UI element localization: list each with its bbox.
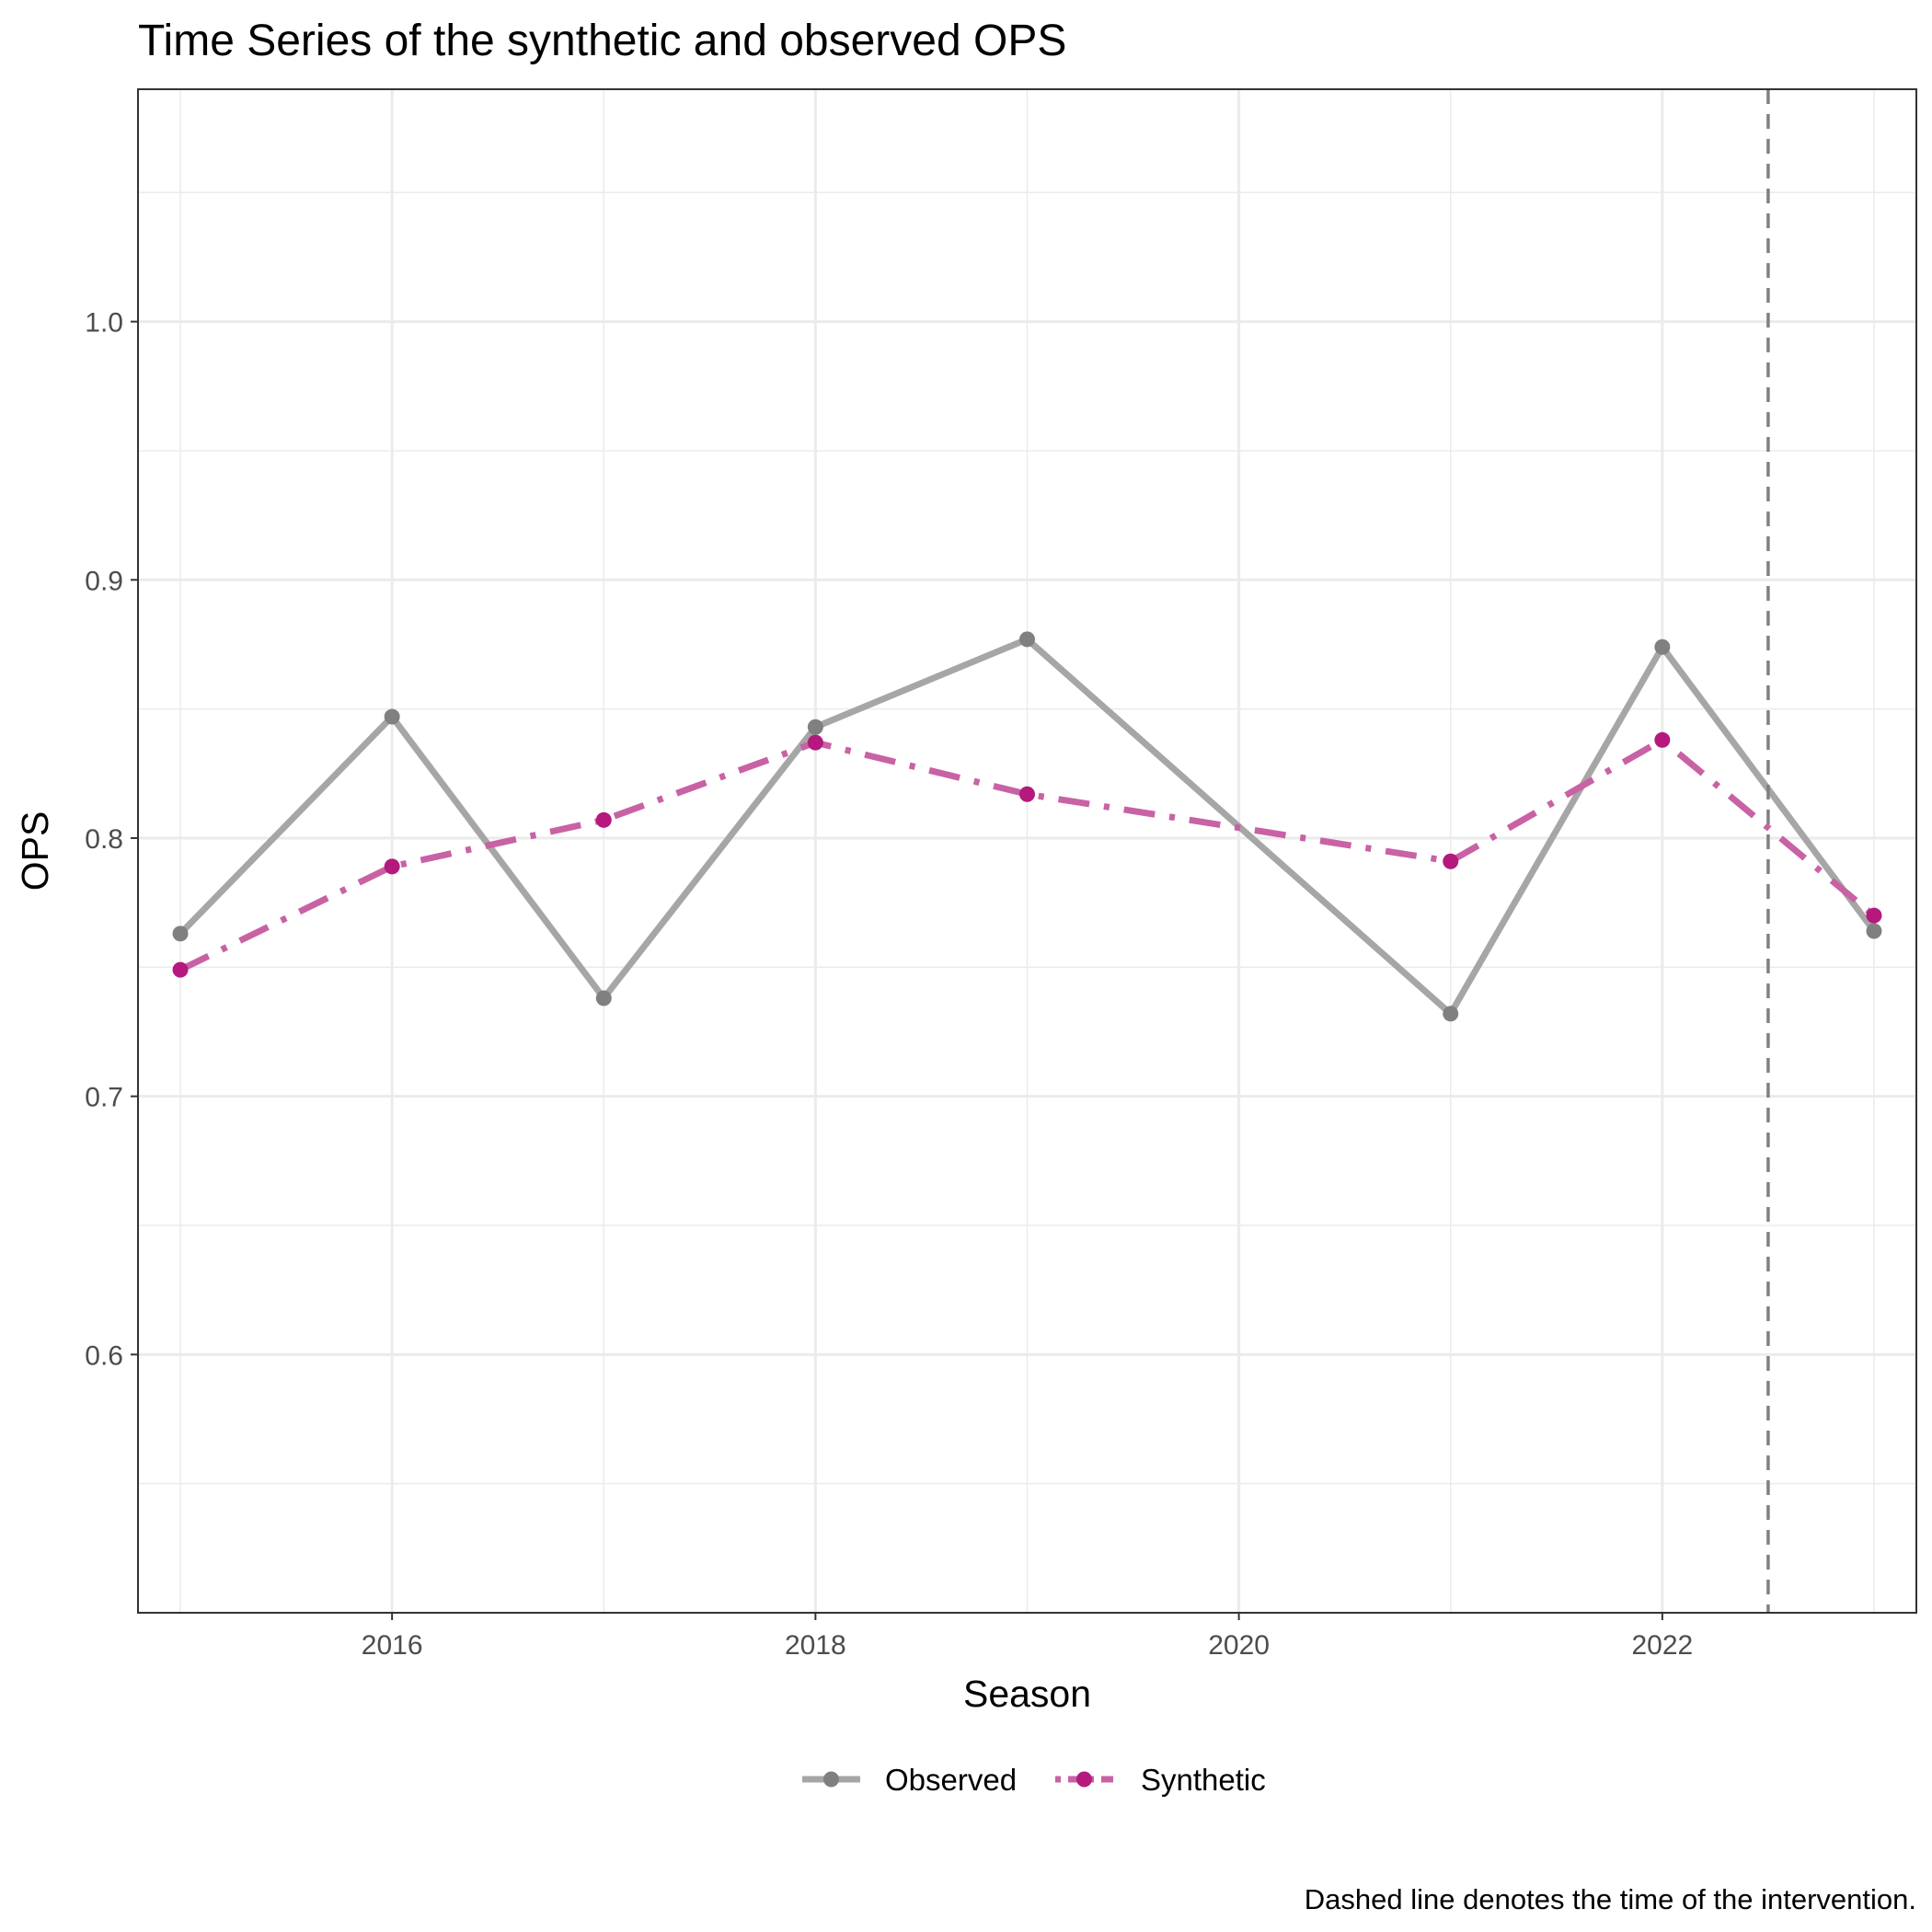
data-point-synthetic [1654, 731, 1671, 748]
data-point-observed [384, 708, 400, 725]
data-point-synthetic [807, 734, 823, 751]
panel-border [137, 88, 1917, 1614]
plot-panel [137, 88, 1917, 1614]
data-point-synthetic [595, 811, 612, 828]
y-tick-label: 0.8 [85, 824, 123, 855]
x-axis: 2016 2018 2020 2022 [362, 1613, 1693, 1661]
x-tick-label: 2016 [362, 1630, 423, 1661]
data-point-synthetic [1019, 786, 1035, 802]
x-tick-label: 2022 [1631, 1630, 1693, 1661]
legend-label-synthetic: Synthetic [1141, 1763, 1266, 1797]
legend-item-synthetic: Synthetic [1055, 1763, 1266, 1797]
series-line-observed [178, 636, 1877, 1018]
y-tick-label: 0.6 [85, 1340, 123, 1371]
data-point-observed [1654, 638, 1671, 655]
data-point-synthetic [1866, 907, 1882, 924]
chart-caption: Dashed line denotes the time of the inte… [1305, 1883, 1916, 1915]
data-point-observed [172, 926, 189, 942]
data-point-observed [807, 719, 823, 735]
legend-item-observed: Observed [802, 1763, 1017, 1797]
data-point-synthetic [172, 961, 189, 978]
x-tick-label: 2020 [1208, 1630, 1270, 1661]
major-gridlines [138, 89, 1916, 1613]
x-axis-title: Season [963, 1673, 1091, 1715]
data-point-observed [1866, 923, 1882, 939]
legend: Observed Synthetic [802, 1763, 1266, 1797]
y-axis: 0.6 0.7 0.8 0.9 1.0 [85, 308, 138, 1371]
legend-point-synthetic [1076, 1771, 1092, 1788]
legend-point-observed [823, 1771, 839, 1788]
data-point-synthetic [1443, 853, 1459, 869]
minor-gridlines [138, 89, 1916, 1613]
data-point-observed [1443, 1006, 1459, 1022]
y-tick-label: 0.9 [85, 566, 123, 596]
chart-title: Time Series of the synthetic and observe… [138, 17, 1066, 65]
data-point-synthetic [384, 858, 400, 875]
y-axis-title: OPS [14, 811, 56, 891]
series-layer [172, 631, 1882, 1022]
x-tick-label: 2018 [785, 1630, 846, 1661]
series-line-synthetic [178, 736, 1877, 973]
y-tick-label: 1.0 [85, 308, 123, 339]
legend-label-observed: Observed [885, 1763, 1017, 1797]
data-point-observed [1019, 631, 1035, 648]
y-tick-label: 0.7 [85, 1083, 123, 1113]
data-point-observed [595, 990, 612, 1006]
